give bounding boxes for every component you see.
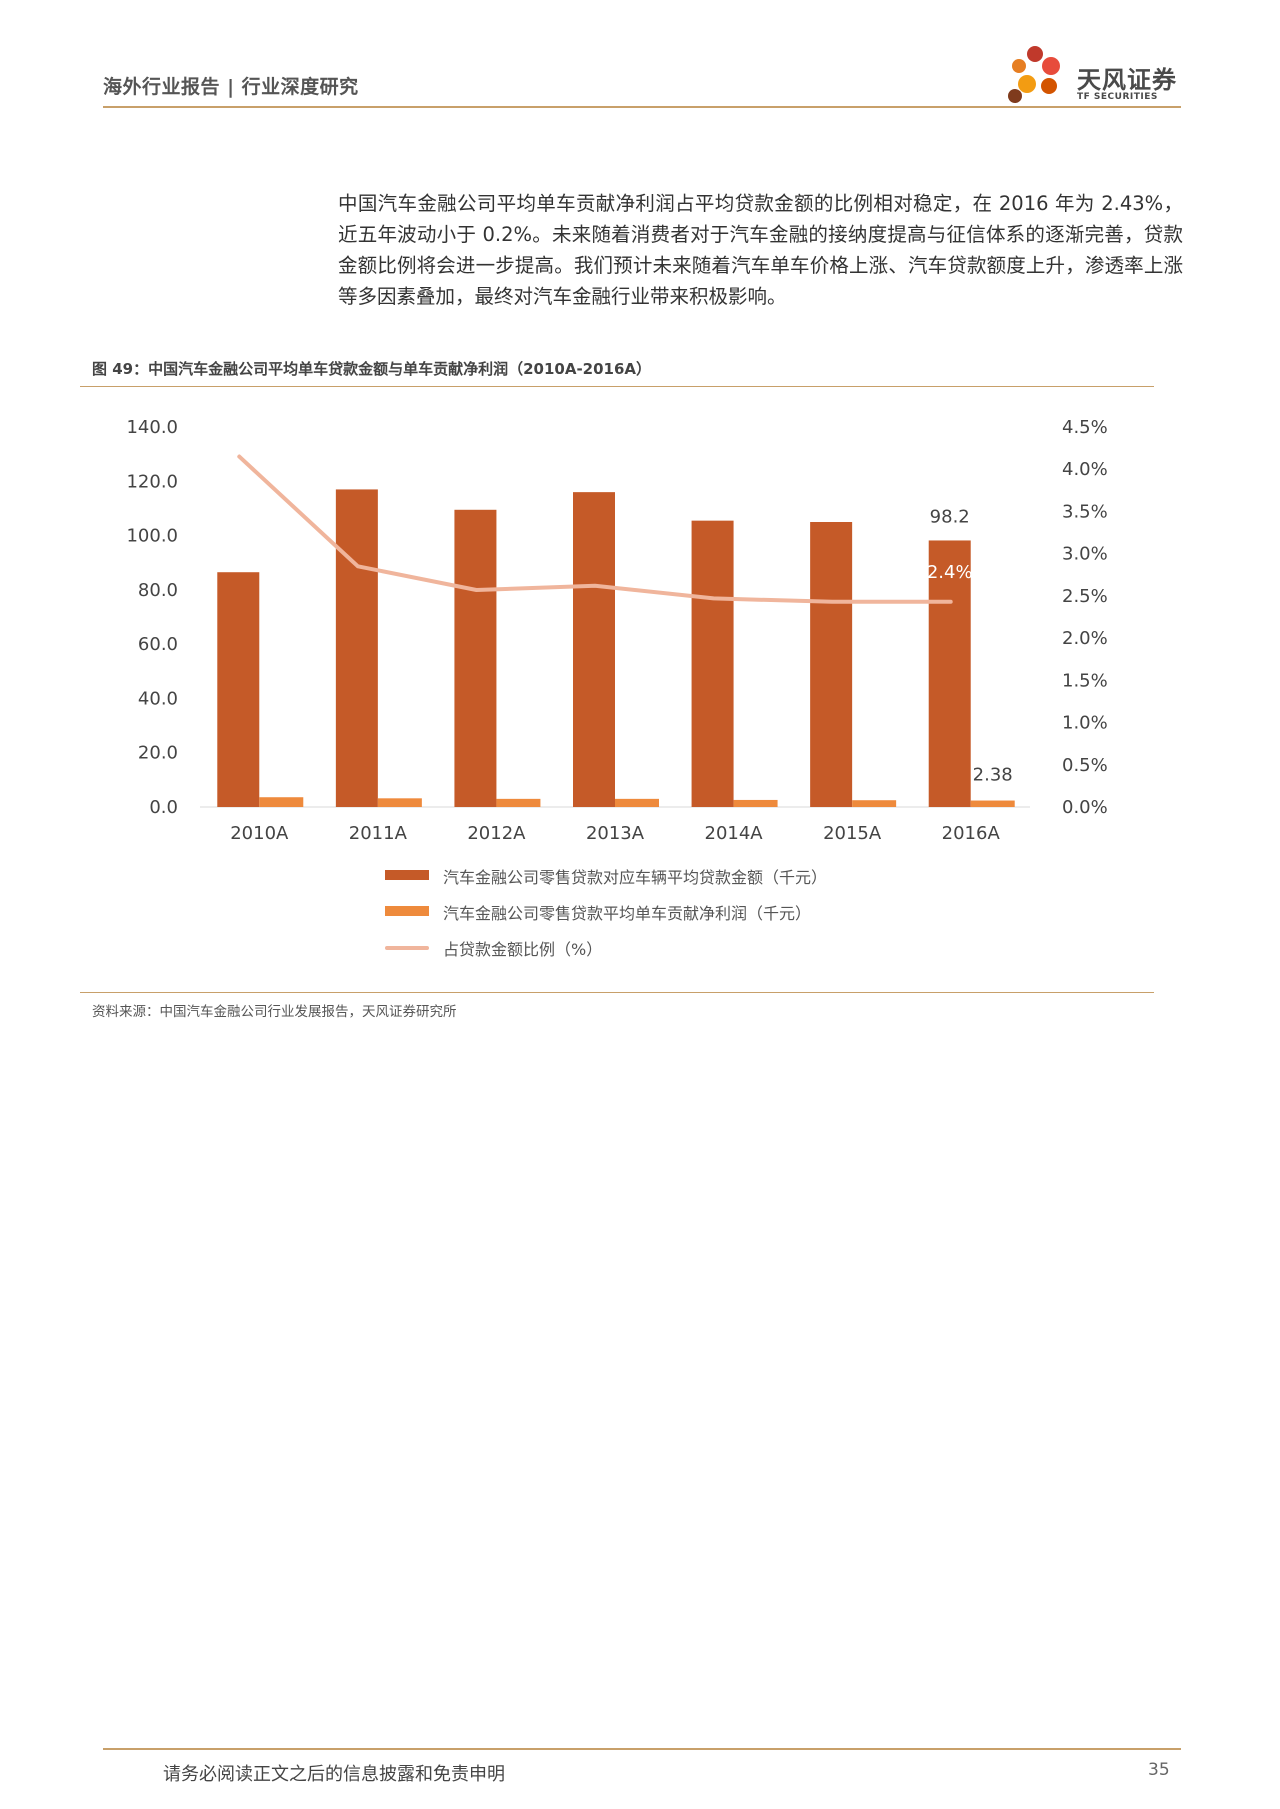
- bar-net-profit: [733, 799, 778, 807]
- legend-swatch-loan-amount: [385, 870, 429, 880]
- logo-chinese-name: 天风证券: [1077, 66, 1177, 94]
- figure-bottom-divider: [80, 992, 1154, 993]
- legend-label-net-profit: 汽车金融公司零售贷款平均单车贡献净利润（千元）: [443, 904, 812, 923]
- left-axis-tick-label: 40.0: [138, 688, 178, 709]
- data-label-net-profit-2016: 2.38: [973, 765, 1013, 786]
- bar-net-profit: [259, 797, 304, 807]
- right-axis-tick-label: 3.5%: [1062, 501, 1108, 522]
- figure-title: 图 49：中国汽车金融公司平均单车贷款金额与单车贡献净利润（2010A-2016…: [92, 360, 652, 378]
- bar-loan-amount: [217, 572, 260, 807]
- bar-net-profit: [496, 798, 541, 807]
- right-axis-tick-label: 3.0%: [1062, 544, 1108, 565]
- legend-label-loan-amount: 汽车金融公司零售贷款对应车辆平均贷款金额（千元）: [443, 868, 828, 887]
- bar-net-profit: [615, 798, 659, 807]
- x-axis-tick-label: 2012A: [467, 823, 526, 840]
- footer-divider: [103, 1748, 1181, 1750]
- chart: 0.0 20.0 40.0 60.0 80.0 100.0 120.0 140.0 0.0% 0.…: [126, 417, 1108, 840]
- logo-english-name: TF SECURITIES: [1077, 92, 1158, 102]
- x-axis-tick-label: 2010A: [230, 823, 289, 840]
- right-axis-tick-label: 4.0%: [1062, 459, 1108, 480]
- report-category: 海外行业报告 | 行业深度研究: [103, 76, 359, 98]
- bar-loan-amount: [928, 540, 971, 807]
- legend-swatch-ratio: [385, 946, 429, 950]
- line-ratio: [237, 454, 953, 604]
- right-axis-tick-label: 4.5%: [1062, 417, 1108, 438]
- x-axis-tick-label: 2011A: [349, 823, 408, 840]
- bar-loan-amount: [335, 489, 378, 807]
- bar-net-profit: [852, 800, 897, 807]
- legend-swatch-net-profit: [385, 906, 429, 916]
- bar-loan-amount: [810, 522, 853, 807]
- right-axis-tick-label: 0.0%: [1062, 797, 1108, 818]
- header-divider: [103, 106, 1181, 108]
- left-axis-tick-label: 60.0: [138, 634, 178, 655]
- body-paragraph: 中国汽车金融公司平均单车贡献净利润占平均贷款金额的比例相对稳定，在 2016 年…: [338, 191, 1183, 308]
- company-logo: 天风证券 TF SECURITIES: [1005, 42, 1185, 108]
- left-axis-tick-label: 140.0: [126, 417, 178, 438]
- footer-disclaimer: 请务必阅读正文之后的信息披露和免责申明: [163, 1764, 505, 1785]
- right-axis-tick-label: 2.0%: [1062, 628, 1108, 649]
- left-axis-tick-label: 80.0: [138, 580, 178, 601]
- x-axis-tick-label: 2016A: [942, 823, 1001, 840]
- left-axis-tick-label: 0.0: [149, 797, 178, 818]
- bar-net-profit: [970, 800, 1015, 807]
- flower-logo-icon: [1008, 46, 1060, 103]
- figure-top-divider: [80, 386, 1154, 387]
- left-axis-tick-label: 20.0: [138, 743, 178, 764]
- bar-loan-amount: [454, 509, 497, 807]
- right-axis-tick-label: 0.5%: [1062, 755, 1108, 776]
- page-number: 35: [1148, 1760, 1170, 1780]
- right-axis-tick-label: 1.0%: [1062, 713, 1108, 734]
- x-axis-tick-label: 2013A: [586, 823, 645, 840]
- x-axis-tick-label: 2014A: [705, 823, 764, 840]
- left-axis-tick-label: 120.0: [126, 471, 178, 492]
- legend-label-ratio: 占贷款金额比例（%）: [443, 940, 603, 959]
- bar-loan-amount: [691, 520, 734, 807]
- x-axis-tick-label: 2015A: [823, 823, 882, 840]
- right-axis-tick-label: 1.5%: [1062, 670, 1108, 691]
- source-note: 资料来源：中国汽车金融公司行业发展报告，天风证券研究所: [92, 1004, 457, 1020]
- data-label-ratio-2016: 2.4%: [927, 562, 973, 583]
- left-axis-tick-label: 100.0: [126, 526, 178, 547]
- bar-loan-amount: [573, 492, 615, 807]
- right-axis-tick-label: 2.5%: [1062, 586, 1108, 607]
- data-label-loan-amount-2016: 98.2: [930, 506, 970, 527]
- bar-net-profit: [377, 798, 422, 807]
